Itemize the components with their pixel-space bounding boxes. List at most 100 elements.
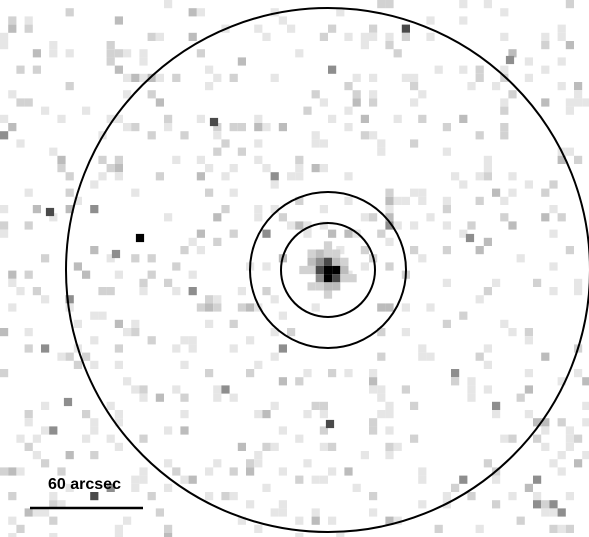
count-pixel [114, 360, 123, 369]
count-pixel [213, 73, 222, 82]
count-pixel [213, 295, 222, 304]
count-pixel [500, 73, 509, 82]
count-pixel [401, 24, 410, 33]
count-pixel [147, 32, 156, 41]
count-pixel [106, 49, 115, 58]
count-pixel [123, 123, 132, 132]
count-pixel [164, 213, 173, 222]
count-pixel [582, 98, 589, 107]
count-pixel [401, 385, 410, 394]
source-pixel [323, 249, 333, 258]
count-pixel [541, 418, 550, 427]
count-pixel [270, 401, 279, 410]
count-pixel [549, 500, 558, 509]
bright-count-pixel [45, 207, 55, 217]
count-pixel [114, 344, 123, 353]
count-pixel [8, 303, 17, 312]
count-pixel [385, 410, 394, 419]
count-pixel [180, 393, 189, 402]
count-pixel [303, 410, 312, 419]
count-pixel [278, 377, 287, 386]
count-pixel [303, 221, 312, 230]
count-pixel [369, 377, 378, 386]
count-pixel [32, 205, 41, 214]
count-pixel [344, 229, 353, 238]
count-pixel [369, 98, 378, 107]
count-pixel [57, 164, 66, 173]
count-pixel [213, 213, 222, 222]
count-pixel [483, 287, 492, 296]
count-pixel [492, 82, 501, 91]
count-pixel [98, 287, 107, 296]
count-pixel [541, 442, 550, 451]
source-pixel [323, 241, 333, 250]
count-pixel [270, 328, 279, 337]
count-pixel [483, 385, 492, 394]
count-pixel [188, 336, 197, 345]
count-pixel [574, 278, 583, 287]
count-pixel [16, 65, 25, 74]
count-pixel [401, 32, 410, 41]
count-pixel [221, 385, 230, 394]
count-pixel [549, 287, 558, 296]
count-pixel [459, 16, 468, 25]
count-pixel [287, 172, 296, 181]
count-pixel [516, 516, 525, 525]
scale-bar-label: 60 arcsec [48, 476, 121, 493]
count-pixel [131, 475, 140, 484]
count-pixel [278, 426, 287, 435]
count-pixel [565, 434, 574, 443]
count-pixel [246, 303, 255, 312]
count-pixel [131, 483, 140, 492]
count-pixel [524, 336, 533, 345]
count-pixel [549, 229, 558, 238]
count-pixel [557, 24, 566, 33]
bright-count-pixel [111, 249, 121, 259]
source-pixel [315, 282, 324, 291]
count-pixel [557, 32, 566, 41]
count-pixel [360, 213, 369, 222]
count-pixel [311, 303, 320, 312]
count-pixel [401, 73, 410, 82]
count-pixel [483, 172, 492, 181]
count-pixel [221, 205, 230, 214]
count-pixel [49, 500, 58, 509]
count-pixel [467, 221, 476, 230]
source-pixel [323, 290, 333, 299]
source-pixel [307, 257, 316, 266]
source-pixel [323, 274, 333, 283]
count-pixel [442, 221, 451, 230]
count-pixel [16, 434, 25, 443]
count-pixel [418, 188, 427, 197]
count-pixel [541, 508, 550, 517]
count-pixel [500, 98, 509, 107]
count-pixel [508, 221, 517, 230]
count-pixel [205, 319, 214, 328]
count-pixel [254, 139, 263, 148]
count-pixel [221, 492, 230, 501]
count-pixel [475, 73, 484, 82]
count-pixel [237, 123, 246, 132]
count-pixel [475, 131, 484, 140]
count-pixel [131, 73, 140, 82]
count-pixel [65, 188, 74, 197]
count-pixel [459, 0, 468, 9]
count-pixel [0, 229, 9, 238]
count-pixel [172, 73, 181, 82]
count-pixel [32, 49, 41, 58]
count-pixel [393, 516, 402, 525]
count-pixel [41, 508, 50, 517]
background-annulus-outer-circle [65, 7, 589, 533]
count-pixel [295, 516, 304, 525]
count-pixel [246, 369, 255, 378]
count-pixel [57, 467, 66, 476]
count-pixel [369, 90, 378, 99]
count-pixel [24, 24, 33, 33]
count-pixel [188, 475, 197, 484]
count-pixel [295, 196, 304, 205]
count-pixel [524, 483, 533, 492]
count-pixel [8, 90, 17, 99]
count-pixel [196, 303, 205, 312]
count-pixel [139, 57, 148, 66]
count-pixel [410, 139, 419, 148]
